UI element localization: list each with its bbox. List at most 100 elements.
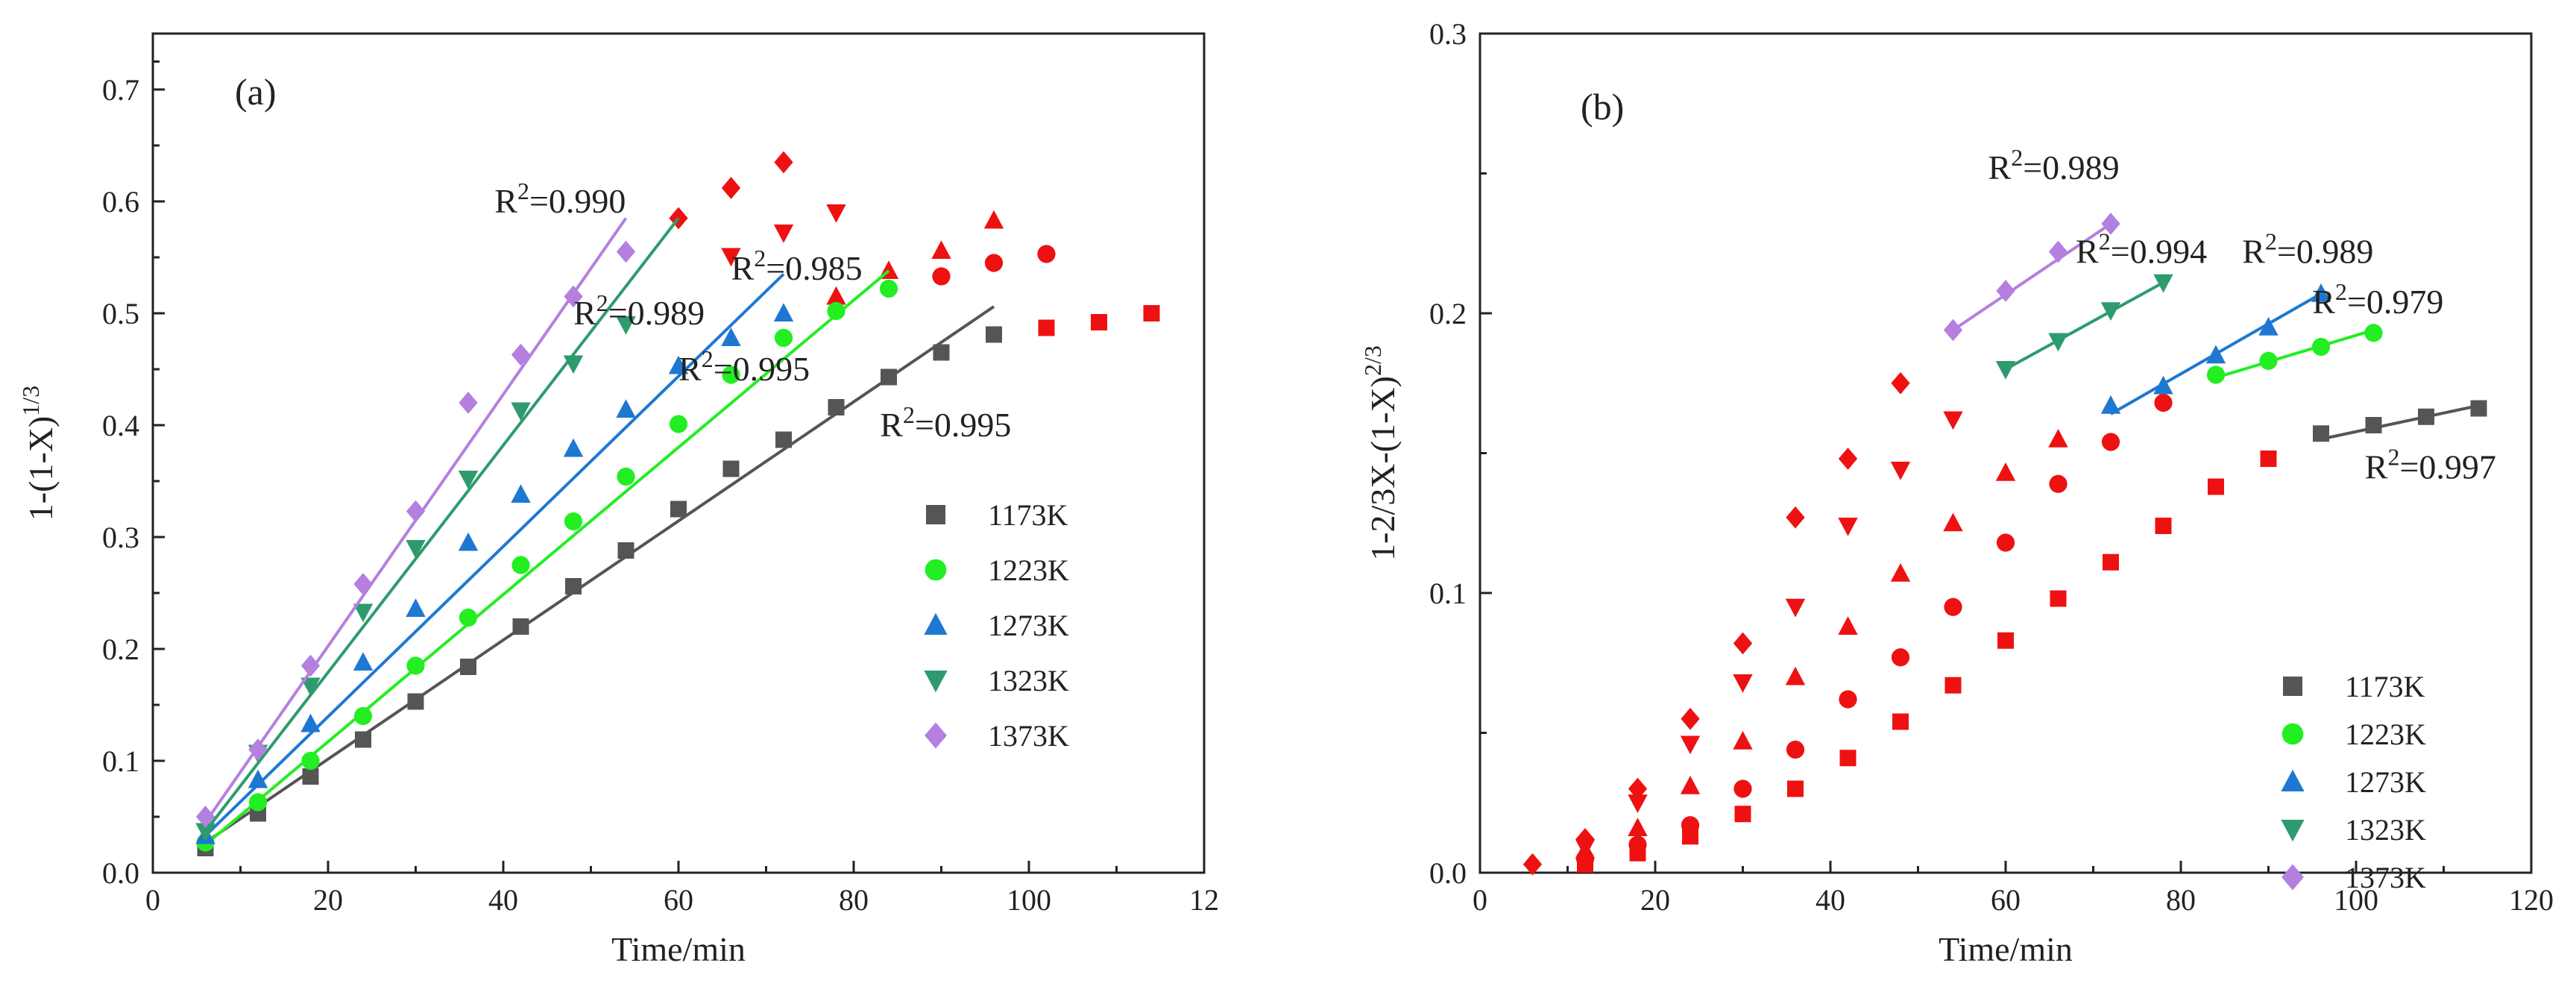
data-point [2258,317,2279,336]
data-point [879,279,898,298]
data-point [2364,324,2383,342]
x-tick-label: 80 [839,883,869,917]
r-squared-value: =0.979 [2347,283,2443,321]
r-squared-exponent: 2 [903,401,915,428]
r-squared-label: R2=0.997 [2365,443,2496,486]
data-point-unfitted [1838,518,1858,536]
data-point [353,652,374,671]
data-point [616,316,636,335]
data-point-unfitted [1522,853,1543,876]
data-point [1996,280,2015,302]
legend-label: 1273K [988,609,1069,642]
legend-label: 1273K [2345,765,2426,799]
data-point [616,399,636,418]
legend-marker [2283,677,2302,696]
data-point-unfitted [1733,632,1753,655]
r-squared-exponent: 2 [2011,144,2023,171]
data-point [512,618,529,635]
data-point-unfitted [1143,305,1160,321]
data-point-unfitted [983,210,1004,229]
x-tick-label: 100 [1007,883,1051,917]
r-squared-symbol: R [880,406,903,444]
data-point [2100,395,2121,414]
x-axis-title: Time/min [1939,930,2073,968]
data-point [2048,240,2068,263]
data-point [617,467,635,486]
r-squared-value: =0.994 [2111,233,2207,271]
data-point [2206,365,2226,384]
data-point [2311,283,2331,302]
data-point-unfitted [1995,462,2016,481]
y-tick-label: 0.5 [102,297,139,330]
r-squared-label: R2=0.985 [731,245,863,287]
series-1373K [1943,213,2120,342]
r-squared-symbol: R [731,249,755,287]
fit-line [1952,222,2112,332]
r-squared-symbol: R [678,350,702,388]
data-point [564,512,583,531]
data-point-unfitted [932,267,951,286]
data-point [511,484,531,503]
data-point [248,793,268,812]
data-point [774,328,793,348]
unfitted-points [1522,371,2277,876]
data-point [2418,408,2434,425]
data-point [2365,417,2382,433]
y-tick-label: 0.7 [102,73,139,107]
data-point [302,768,319,785]
data-point-unfitted [1734,806,1751,823]
series-1173K [197,305,1002,856]
r-squared-exponent: 2 [596,289,608,316]
r-squared-label: R2=0.989 [573,289,705,332]
data-point [722,460,740,477]
r-squared-exponent: 2 [2335,278,2347,305]
data-point [616,240,636,263]
y-tick-label: 0.0 [1429,856,1467,890]
data-point [564,285,583,308]
data-point [565,578,582,594]
fit-line [2005,280,2164,371]
r-squared-value: =0.995 [714,350,810,388]
data-point [2153,375,2173,395]
r-squared-label: R2=0.989 [1988,144,2120,186]
data-point [668,355,689,374]
data-point [2259,351,2278,370]
series-1373K [195,217,636,828]
data-point-unfitted [1997,632,2014,649]
panel-label: (b) [1581,86,1624,128]
data-point [1943,318,1963,342]
y-tick-label: 0.1 [102,744,139,778]
data-point [353,706,373,726]
data-point [301,751,320,771]
data-point [458,471,479,489]
data-point [195,806,215,828]
data-point-unfitted [1038,319,1055,336]
data-point-unfitted [931,240,951,259]
data-point [2153,274,2173,293]
data-point-unfitted [1838,448,1858,470]
data-point-unfitted [2050,590,2067,607]
r-squared-symbol: R [573,294,596,332]
data-point-unfitted [1891,648,1910,667]
data-point-unfitted [1839,690,1857,709]
data-point-unfitted [774,151,793,174]
fit-line [2215,328,2375,380]
data-point-unfitted [826,286,846,305]
y-tick-label: 0.1 [1429,577,1467,610]
fit-line [204,273,785,837]
x-tick-label: 60 [1991,883,2021,917]
legend: 1173K 1223K 1273K 1323K 1373K [2281,670,2426,894]
data-point [775,431,792,448]
x-tick-label: 120 [2509,883,2554,917]
legend-marker [2281,820,2305,842]
data-point-unfitted [1944,677,1962,694]
data-point-unfitted [721,177,741,199]
data-point [300,677,321,697]
r-squared-symbol: R [2365,448,2388,486]
data-point [460,659,476,675]
series-1173K [2313,400,2487,442]
y-tick-label: 0.2 [1429,297,1467,330]
x-tick-label: 40 [488,883,518,917]
data-point-unfitted [1628,794,1648,813]
data-point [563,355,584,374]
